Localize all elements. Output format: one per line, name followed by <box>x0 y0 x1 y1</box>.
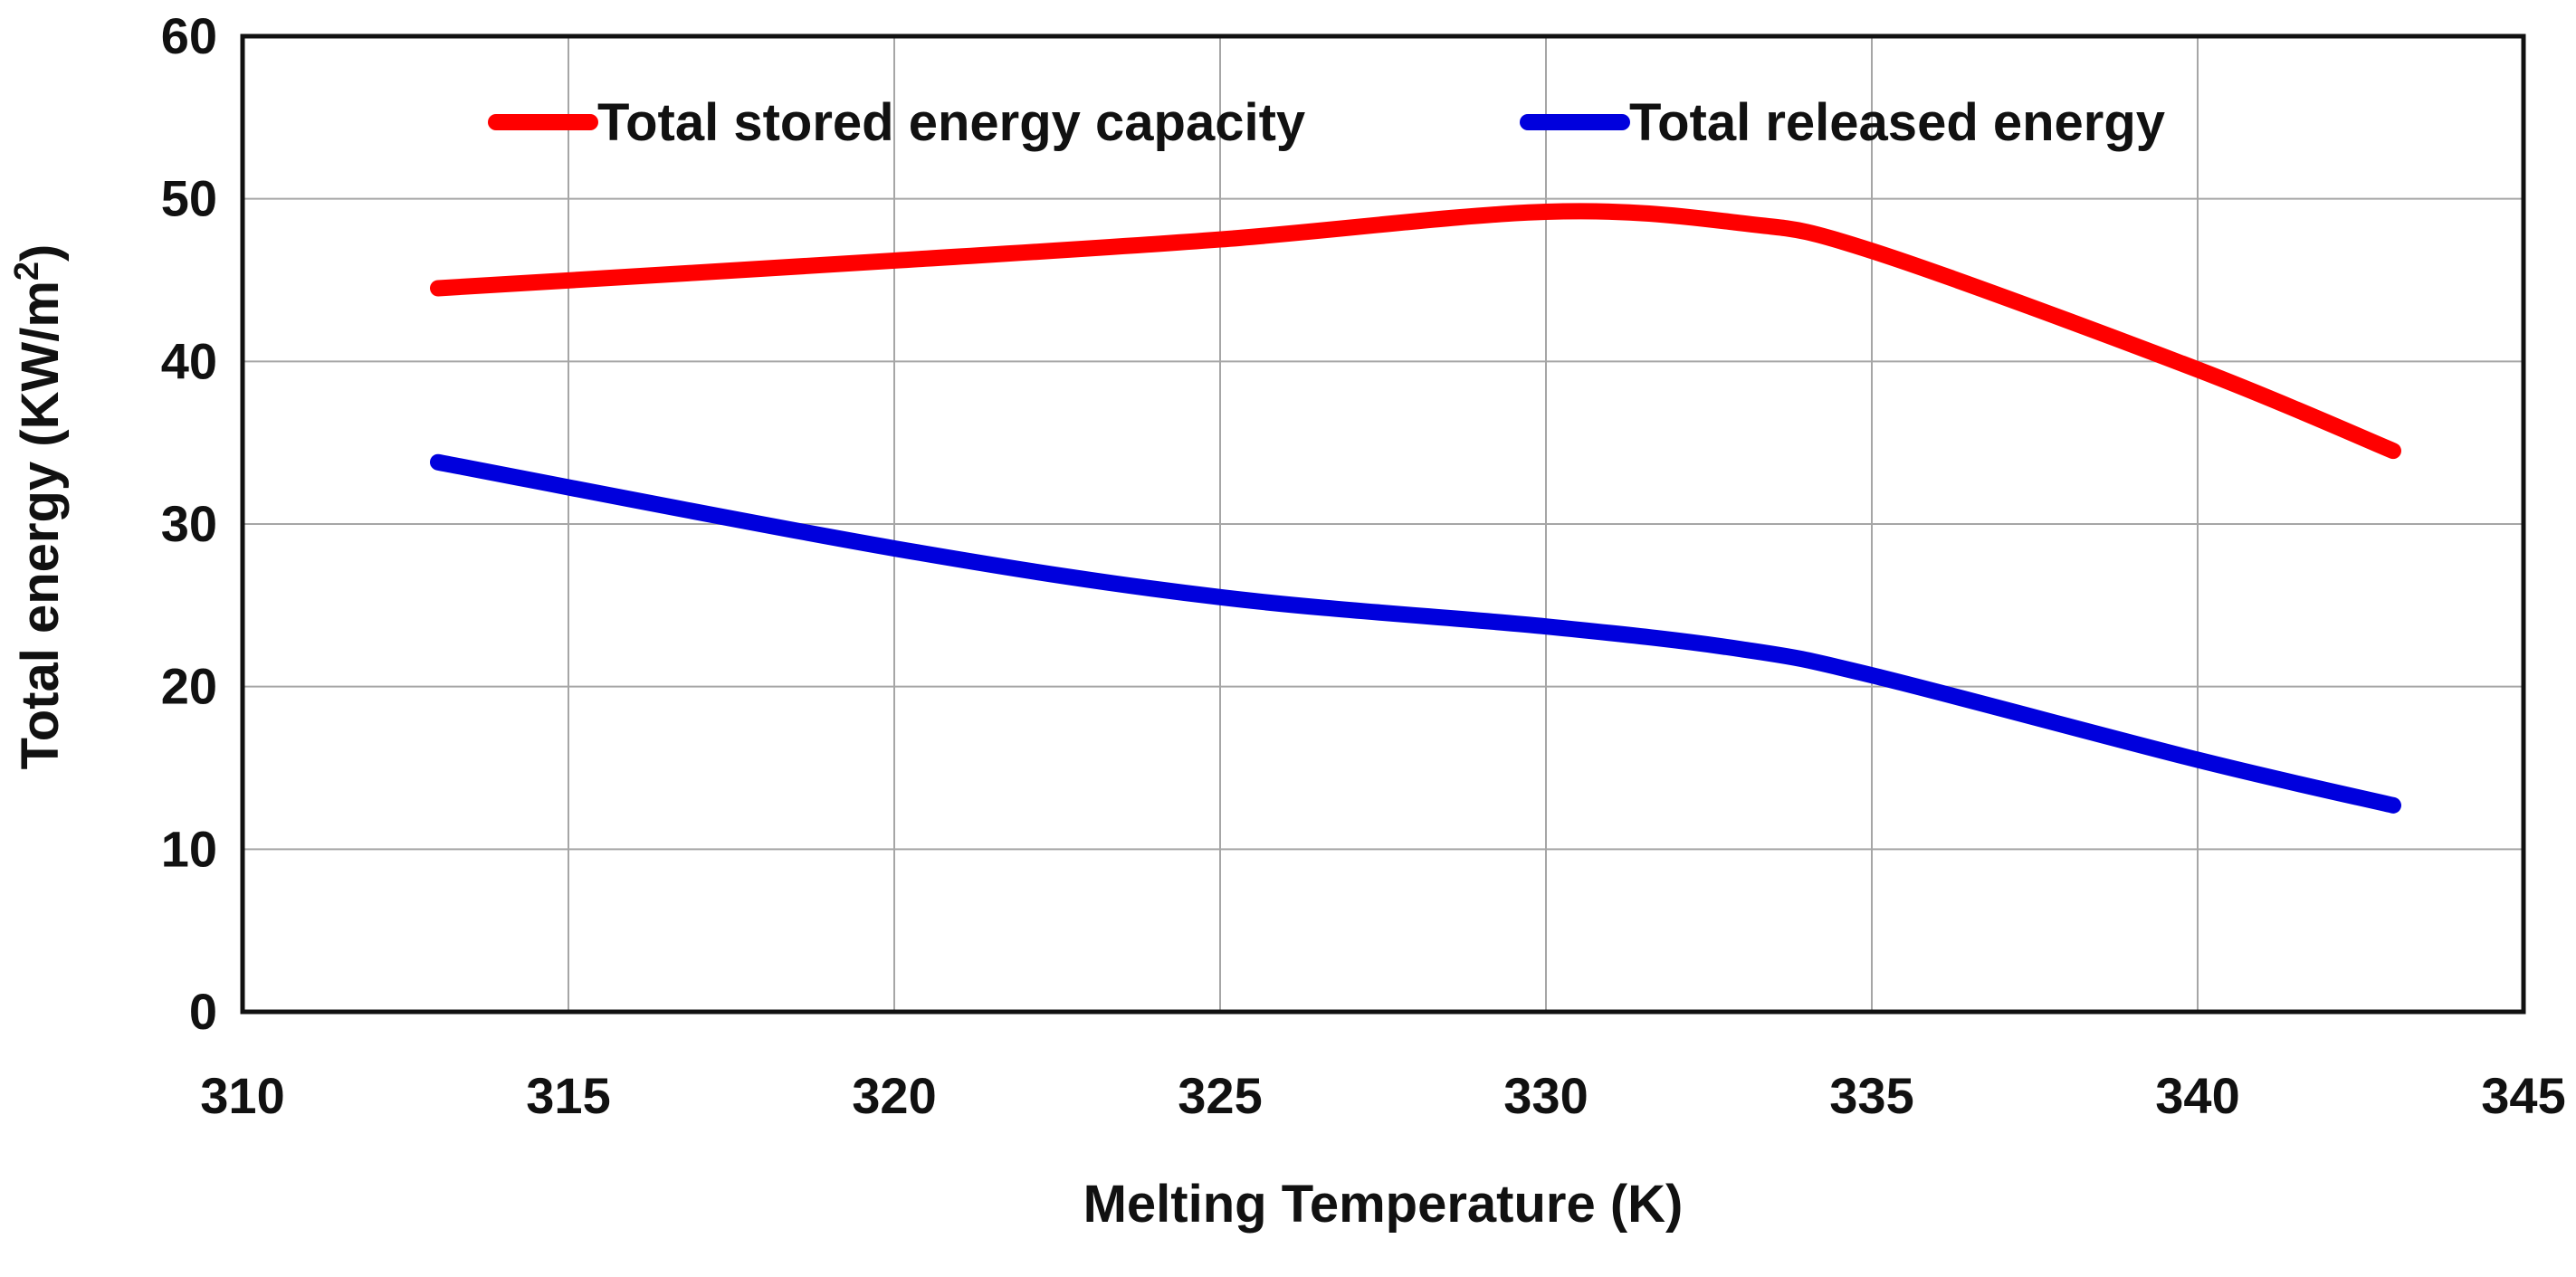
legend: Total stored energy capacity Total releas… <box>488 93 2165 152</box>
tick-labels: 0 10 20 30 40 50 60 310 315 320 325 330 335 340 345 <box>161 7 2566 1124</box>
y-tick-label: 60 <box>161 7 217 64</box>
legend-label: Total released energy <box>1629 93 2165 152</box>
plot-area <box>240 33 2526 1015</box>
plot-border <box>240 33 2526 1015</box>
grid-lines <box>242 35 2524 1013</box>
y-tick-label: 0 <box>189 983 217 1040</box>
y-tick-label: 30 <box>161 495 217 552</box>
x-tick-label: 320 <box>852 1067 936 1124</box>
y-axis-title-text: Total energy (KW/m <box>11 281 70 769</box>
x-tick-label: 340 <box>2155 1067 2239 1124</box>
x-tick-label: 325 <box>1178 1067 1262 1124</box>
x-axis-title: Melting Temperature (K) <box>1083 1175 1684 1234</box>
y-tick-label: 10 <box>161 820 217 877</box>
y-tick-label: 20 <box>161 658 217 715</box>
x-tick-label: 330 <box>1503 1067 1588 1124</box>
x-tick-label: 345 <box>2481 1067 2565 1124</box>
y-axis-title-superscript: 2 <box>8 262 46 281</box>
x-tick-label: 315 <box>526 1067 610 1124</box>
x-tick-label: 310 <box>200 1067 284 1124</box>
x-tick-label: 335 <box>1829 1067 1913 1124</box>
legend-label: Total stored energy capacity <box>597 93 1305 152</box>
series-lines <box>430 203 2401 814</box>
y-tick-label: 40 <box>161 332 217 389</box>
series-line-released-energy <box>430 453 2401 814</box>
y-axis-title: Total energy (KW/m2) <box>8 244 70 770</box>
series-line-stored-energy <box>430 203 2401 460</box>
y-tick-label: 50 <box>161 170 217 227</box>
y-axis-title-suffix: ) <box>11 244 70 262</box>
axis-titles: Melting Temperature (K) Total energy (KW… <box>8 244 1683 1234</box>
